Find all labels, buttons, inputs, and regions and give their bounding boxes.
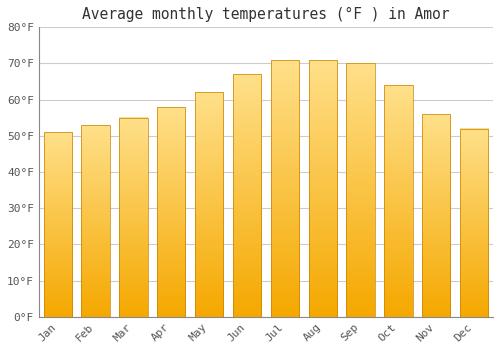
- Bar: [422, 114, 450, 317]
- Bar: [384, 85, 412, 317]
- Bar: [308, 60, 337, 317]
- Bar: [82, 125, 110, 317]
- Bar: [157, 107, 186, 317]
- Title: Average monthly temperatures (°F ) in Amor: Average monthly temperatures (°F ) in Am…: [82, 7, 450, 22]
- Bar: [119, 118, 148, 317]
- Bar: [346, 63, 375, 317]
- Bar: [270, 60, 299, 317]
- Bar: [195, 92, 224, 317]
- Bar: [44, 132, 72, 317]
- Bar: [233, 74, 261, 317]
- Bar: [460, 128, 488, 317]
